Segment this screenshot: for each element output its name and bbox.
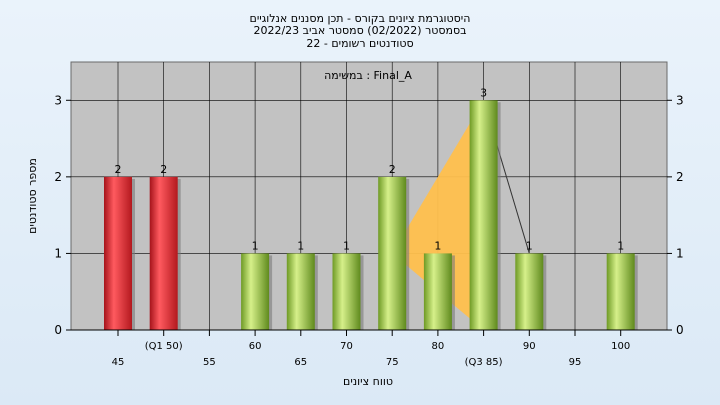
area-band-fill [163,100,484,331]
y-tick-label-left: 1 [54,246,62,260]
x-tick-label: 60 [249,341,262,352]
x-tick-label: 55 [203,357,216,368]
bar [515,253,544,330]
y-tick-label-left: 2 [54,170,62,184]
x-tick-label: 65 [294,357,307,368]
value-label: 1 [617,239,624,252]
y-tick-label-left: 0 [54,323,62,337]
bar [286,253,315,330]
value-label: 3 [480,86,487,99]
title-line-3: סטודנטים רשומים - 22 [306,37,413,50]
y-axis-right: 0 1 2 3 [667,93,684,337]
bar [149,176,178,330]
x-axis-label: טווח ציונים [343,375,393,388]
x-tick-label: 80 [432,341,445,352]
bar [423,253,452,330]
x-tick-label: 45 [112,357,125,368]
y-tick-label-right: 3 [676,93,684,107]
x-tick-label: (Q1 50) [145,341,183,352]
x-tick-label: 75 [386,357,399,368]
exam-label: במשימה : Final_A [324,69,412,82]
x-tick-label: 100 [611,341,630,352]
x-tick-label: 70 [340,341,353,352]
bars [104,100,638,331]
title-line-1: היסטוגרמת ציונים בקורס - תכן מסננים אנלו… [250,12,471,25]
value-label: 1 [343,239,350,252]
x-tick-label: 90 [523,341,536,352]
x-axis: 45 (Q1 50) 55 60 65 70 75 80 (Q3 85) 90 95 100 [71,329,667,368]
y-axis-left: 0 1 2 3 [54,93,71,337]
title-line-2: בסמסטר (02/2022) סמסטר אביב 2022/23 [253,24,466,37]
y-tick-label-right: 1 [676,246,684,260]
value-label: 1 [252,239,259,252]
y-axis-label: מספר סטודנטים [26,158,39,234]
y-tick-label-right: 0 [676,323,684,337]
value-label: 2 [160,163,167,176]
value-label: 1 [434,239,441,252]
value-labels: 2 2 1 1 1 2 1 3 1 1 [115,86,625,252]
bar [332,253,361,330]
x-tick-label: 95 [569,357,582,368]
y-tick-label-left: 3 [54,93,62,107]
chart-title: היסטוגרמת ציונים בקורס - תכן מסננים אנלו… [250,12,471,50]
bar [469,100,498,331]
bar [606,253,635,330]
bar [241,253,270,330]
bar [104,176,132,330]
bar [378,176,407,330]
y-tick-label-right: 2 [676,170,684,184]
value-label: 2 [115,163,122,176]
value-label: 2 [389,163,396,176]
value-label: 1 [297,239,304,252]
value-label: 1 [526,239,533,252]
x-tick-label: (Q3 85) [465,357,503,368]
